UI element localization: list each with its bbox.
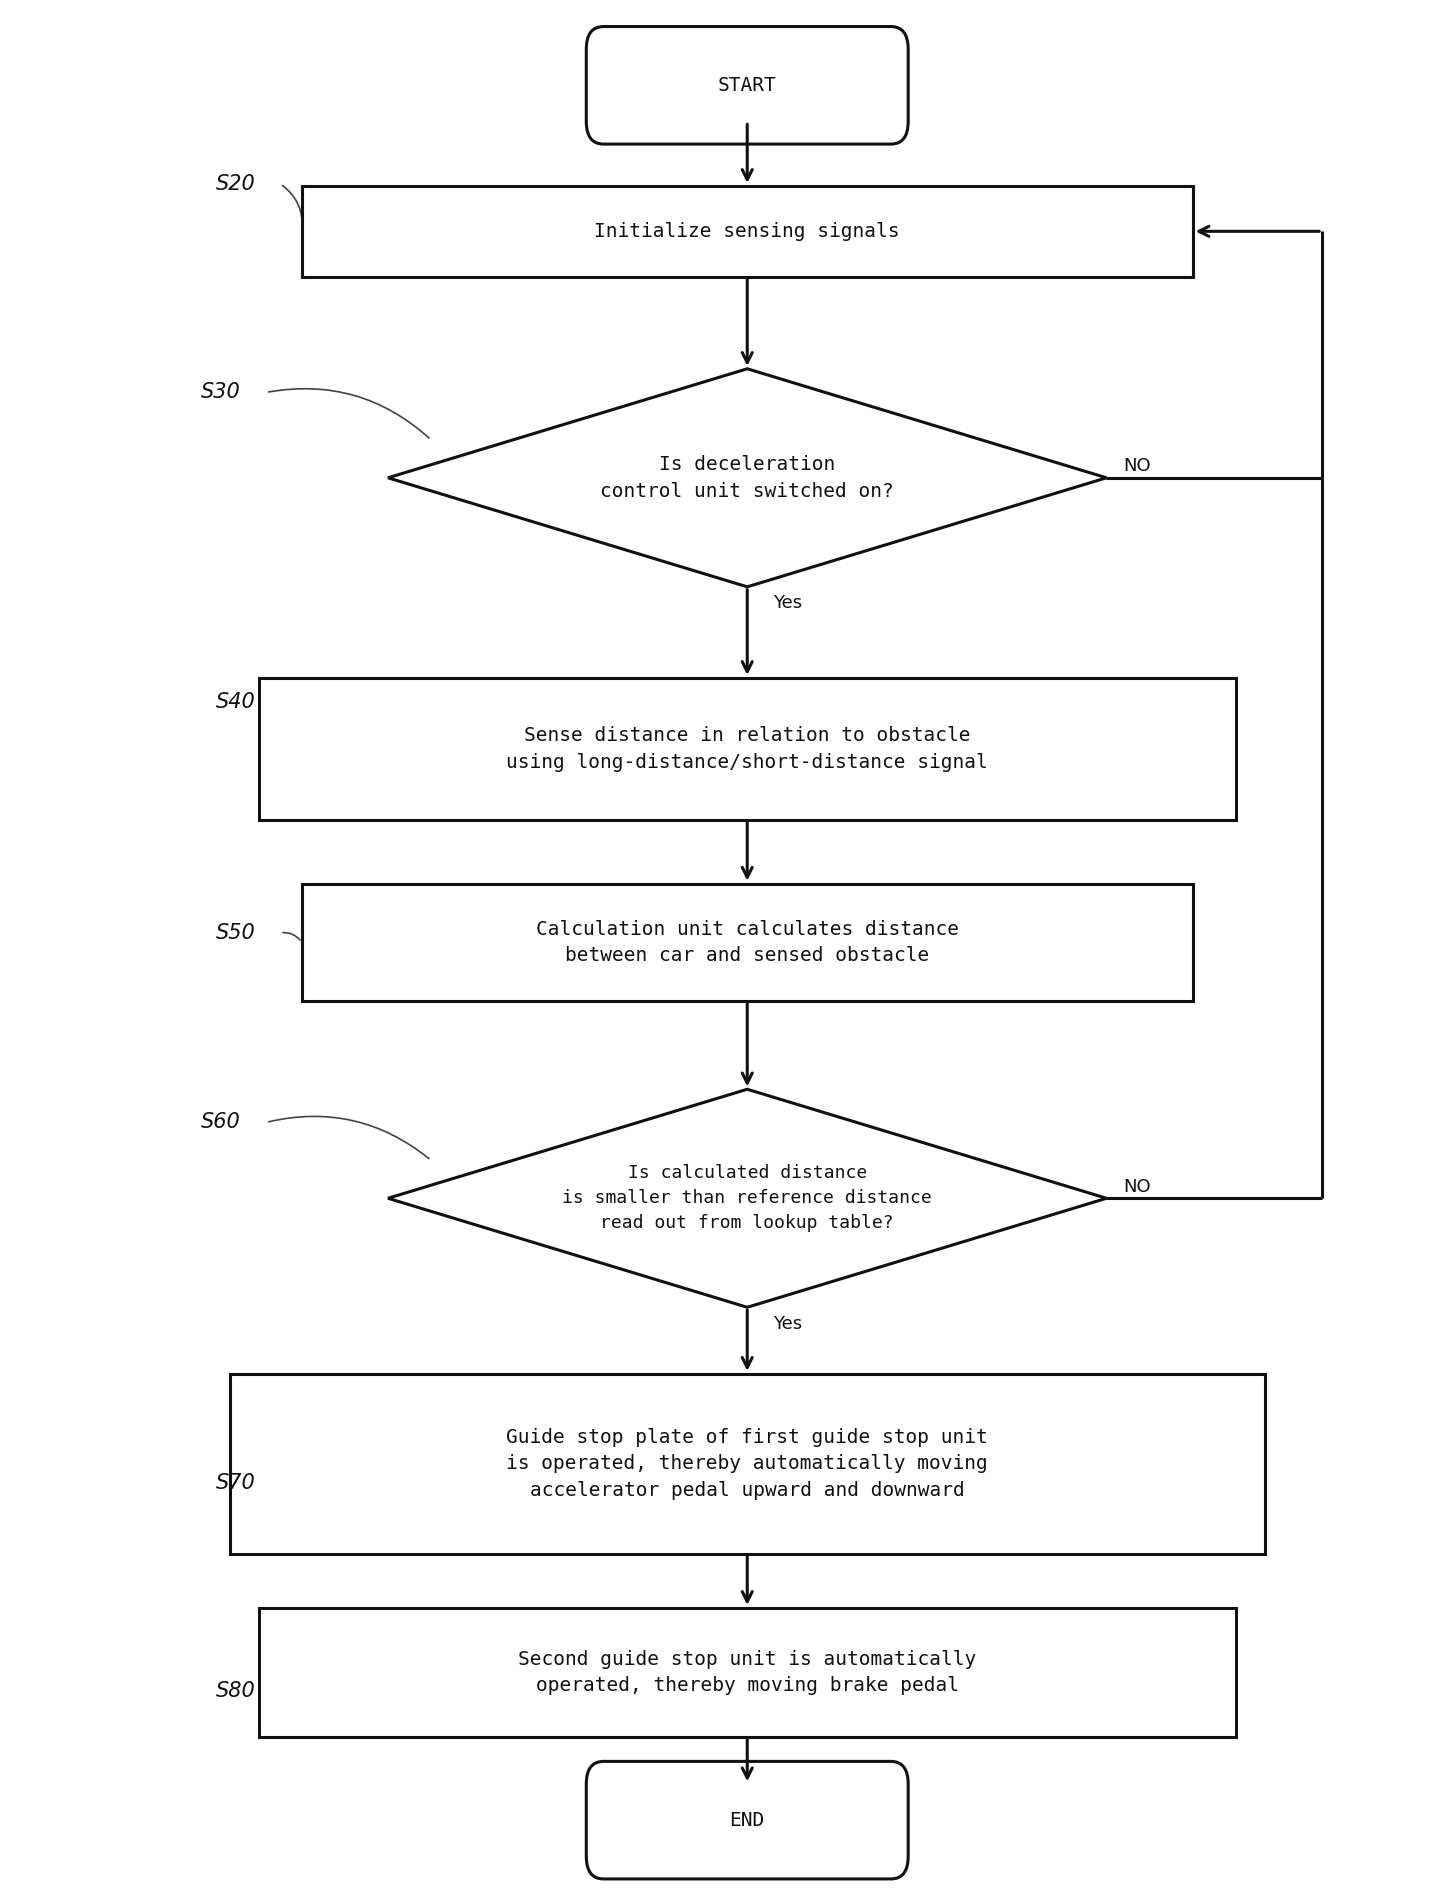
Text: Calculation unit calculates distance
between car and sensed obstacle: Calculation unit calculates distance bet… (536, 920, 958, 965)
Text: S40: S40 (216, 692, 256, 711)
Bar (230, 1373, 1265, 1555)
Bar (302, 186, 1193, 277)
FancyArrowPatch shape (269, 389, 430, 438)
FancyArrowPatch shape (262, 703, 280, 747)
FancyArrowPatch shape (283, 186, 302, 229)
Text: S80: S80 (216, 1682, 256, 1701)
Text: Second guide stop unit is automatically
operated, thereby moving brake pedal: Second guide stop unit is automatically … (519, 1650, 976, 1695)
Text: Yes: Yes (773, 595, 802, 612)
Text: S30: S30 (201, 383, 241, 402)
Text: Is calculated distance
is smaller than reference distance
read out from lookup t: Is calculated distance is smaller than r… (562, 1164, 933, 1232)
Text: Guide stop plate of first guide stop unit
is operated, thereby automatically mov: Guide stop plate of first guide stop uni… (506, 1428, 989, 1500)
FancyBboxPatch shape (586, 27, 908, 144)
Text: Yes: Yes (773, 1316, 802, 1333)
Text: END: END (730, 1811, 764, 1830)
FancyArrowPatch shape (233, 1464, 279, 1481)
Text: Sense distance in relation to obstacle
using long-distance/short-distance signal: Sense distance in relation to obstacle u… (506, 726, 989, 772)
Text: NO: NO (1124, 457, 1151, 476)
Text: START: START (718, 76, 776, 95)
FancyArrowPatch shape (283, 933, 300, 940)
Bar (302, 884, 1193, 1001)
Text: S20: S20 (216, 174, 256, 193)
Text: NO: NO (1124, 1177, 1151, 1196)
Bar (259, 679, 1236, 819)
FancyBboxPatch shape (586, 1761, 908, 1879)
Text: Is deceleration
control unit switched on?: Is deceleration control unit switched on… (601, 455, 894, 501)
FancyArrowPatch shape (269, 1117, 430, 1158)
Bar (259, 1608, 1236, 1737)
Polygon shape (388, 368, 1106, 588)
Text: S60: S60 (201, 1113, 241, 1132)
Text: S70: S70 (216, 1473, 256, 1492)
Polygon shape (388, 1088, 1106, 1308)
FancyArrowPatch shape (262, 1674, 279, 1689)
Text: S50: S50 (216, 923, 256, 942)
Text: Initialize sensing signals: Initialize sensing signals (595, 222, 900, 241)
